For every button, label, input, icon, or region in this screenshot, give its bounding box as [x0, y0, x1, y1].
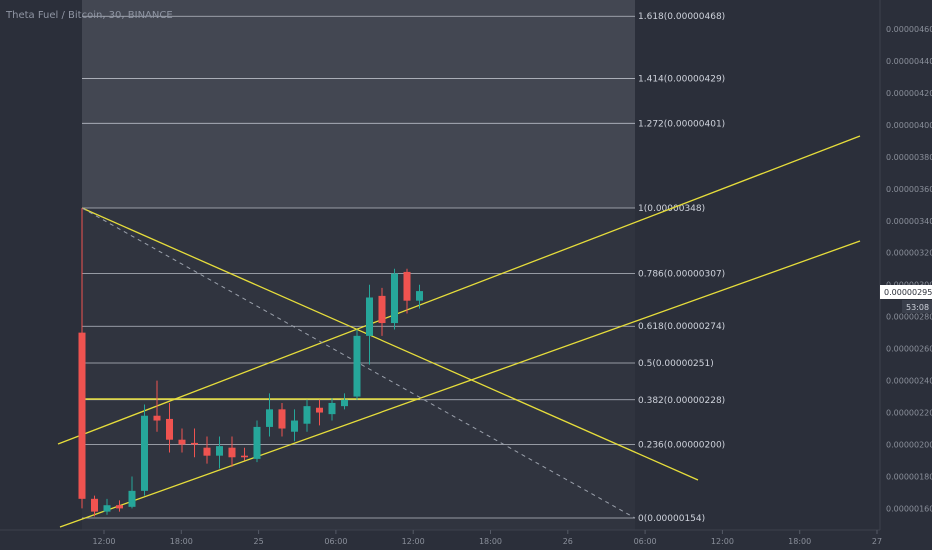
candle-body [178, 439, 186, 445]
candle-body [403, 271, 411, 301]
time-axis[interactable]: 12:00 18:00 25 06:00 12:00 18:00 26 06:00 12:00 1… [0, 529, 932, 550]
candle-body [378, 295, 386, 324]
fib-level-label: 0(0.00000154) [638, 514, 705, 524]
time-tick-label: 12:00 [402, 537, 425, 546]
time-axis-background [0, 530, 932, 550]
time-tick-label: 18:00 [788, 537, 811, 546]
countdown-badge [902, 300, 932, 313]
candle-body [153, 415, 161, 421]
candle-body [141, 415, 148, 491]
price-tick-label: 0.00000260 [886, 345, 932, 354]
symbol-title: Theta Fuel / Bitcoin, 30, BINANCE [5, 10, 173, 21]
candle-body [416, 291, 423, 301]
fib-level-label: 0.236(0.00000200) [638, 440, 725, 450]
fib-level-label: 1.272(0.00000401) [638, 119, 725, 129]
time-tick-label: 25 [254, 537, 264, 546]
trendlines [57, 135, 861, 528]
time-tick-label: 06:00 [634, 537, 657, 546]
current-price-label: 0.00000295 [884, 288, 932, 297]
channel-upper-trendline [57, 135, 861, 445]
countdown-label: 53:08 [906, 303, 929, 312]
candle-body [366, 297, 373, 336]
time-tick-label: 18:00 [170, 537, 193, 546]
fib-level-label: 0.618(0.00000274) [638, 322, 725, 332]
candlesticks [78, 208, 423, 517]
candle-body [353, 335, 361, 397]
fib-diagonal-dashed [81, 207, 636, 519]
time-tick-label: 12:00 [92, 537, 115, 546]
candle-body [91, 498, 98, 512]
fib-level-label: 0.5(0.00000251) [638, 359, 714, 369]
price-tick-label: 0.00000280 [886, 313, 932, 322]
channel-lower-trendline [59, 240, 861, 528]
candle-body [241, 455, 248, 458]
time-tick-label: 12:00 [711, 537, 734, 546]
price-tick-label: 0.00000200 [886, 440, 932, 449]
price-axis[interactable]: 0.00000460 0.00000440 0.00000420 0.00000400… [879, 0, 932, 530]
price-tick-label: 0.00000240 [886, 377, 932, 386]
time-tick-label: 06:00 [324, 537, 347, 546]
current-price-badge [880, 285, 932, 299]
time-tick-label: 26 [563, 537, 573, 546]
candle-body [253, 426, 261, 459]
price-tick-label: 0.00000420 [886, 89, 932, 98]
fib-extension-zone [82, 0, 635, 208]
time-tick-label: 18:00 [479, 537, 502, 546]
candle-body [228, 447, 236, 458]
fib-level-label: 1.618(0.00000468) [638, 12, 725, 22]
price-tick-label: 0.00000460 [886, 25, 932, 34]
candle-body [78, 332, 86, 499]
price-tick-label: 0.00000400 [886, 121, 932, 130]
candle-body [203, 447, 211, 456]
candle-body [391, 273, 398, 324]
candle-body [266, 409, 273, 427]
fib-level-label: 1.414(0.00000429) [638, 75, 725, 85]
price-axis-background [880, 0, 932, 530]
candle-body [191, 442, 198, 445]
descending-trendline [81, 207, 699, 481]
price-tick-label: 0.00000360 [886, 185, 932, 194]
candle-body [128, 490, 136, 507]
price-tick-label: 0.00000220 [886, 409, 932, 418]
price-tick-label: 0.00000320 [886, 249, 932, 258]
candle-body [166, 418, 173, 440]
fib-level-label: 0.382(0.00000228) [638, 396, 725, 406]
candle-body [216, 446, 223, 456]
candle-body [278, 409, 286, 429]
price-tick-label: 0.00000380 [886, 153, 932, 162]
candle-body [341, 399, 348, 407]
price-tick-label: 0.00000160 [886, 504, 932, 513]
candle-body [291, 420, 298, 432]
price-tick-label: 0.00000180 [886, 472, 932, 481]
candle-body [316, 407, 323, 413]
candle-body [328, 402, 336, 415]
candle-body [116, 505, 123, 509]
time-tick-label: 27 [872, 537, 882, 546]
price-tick-label: 0.00000340 [886, 217, 932, 226]
price-tick-label: 0.00000440 [886, 57, 932, 66]
candle-body [303, 406, 311, 424]
fib-level-label: 0.786(0.00000307) [638, 270, 725, 280]
candle-body [103, 505, 111, 512]
